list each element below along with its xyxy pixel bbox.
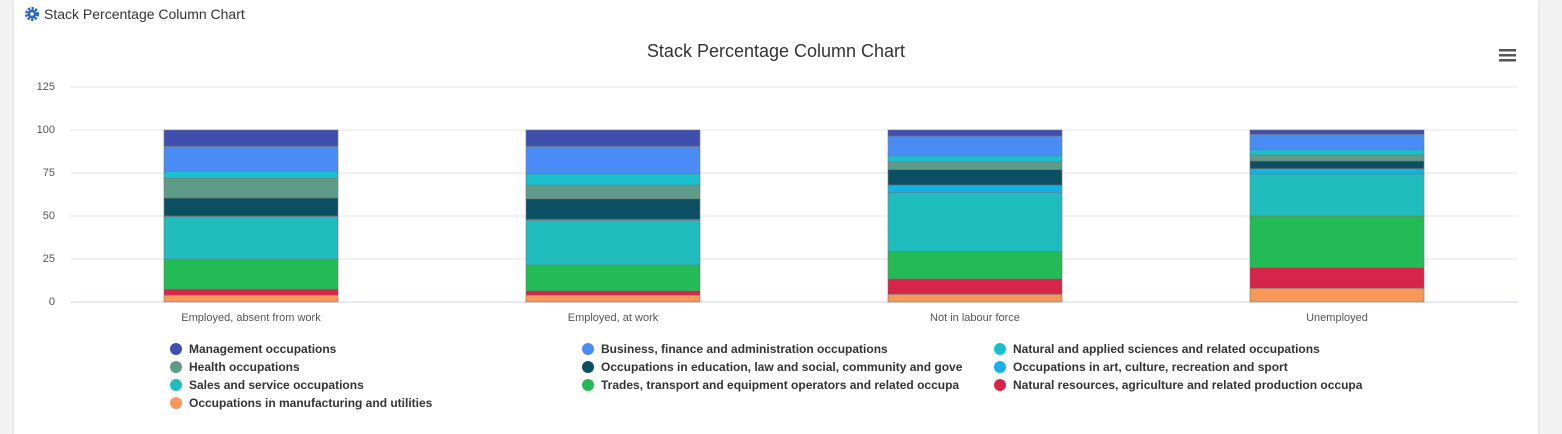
bar-segment	[163, 288, 339, 296]
legend-label[interactable]: Occupations in manufacturing and utiliti…	[189, 396, 433, 410]
x-tick-label: Unemployed	[1306, 312, 1368, 324]
legend-label[interactable]: Occupations in education, law and social…	[601, 360, 963, 374]
header: Stack Percentage Column Chart	[24, 6, 245, 22]
legend-label[interactable]: Sales and service occupations	[189, 378, 364, 392]
legend-marker	[170, 397, 182, 409]
legend-marker	[170, 361, 182, 373]
bar-segment	[525, 290, 701, 296]
bar-segment	[525, 264, 701, 292]
bar-segment	[887, 169, 1063, 186]
bar-segment	[887, 192, 1063, 252]
bar-segment	[525, 220, 701, 266]
bar-segment	[525, 146, 701, 175]
legend-marker	[170, 379, 182, 391]
y-tick-label: 50	[43, 210, 55, 222]
bar-segment	[163, 216, 339, 260]
x-tick-label: Employed, absent from work	[181, 312, 321, 324]
gear-icon	[25, 7, 39, 21]
bar-segment	[525, 184, 701, 200]
legend-label[interactable]: Trades, transport and equipment operator…	[601, 378, 959, 392]
bar-segment	[1249, 215, 1425, 268]
bar-segment	[1249, 134, 1425, 151]
bar-segment	[1249, 287, 1425, 303]
bar-segment	[525, 198, 701, 220]
bar-segment	[887, 129, 1063, 137]
bar-segment	[1249, 267, 1425, 289]
legend-label[interactable]: Occupations in art, culture, recreation …	[1013, 360, 1288, 374]
bar-segment	[163, 129, 339, 147]
legend-label[interactable]: Health occupations	[189, 360, 300, 374]
y-tick-label: 75	[43, 167, 55, 179]
bar-segment	[887, 293, 1063, 303]
legend-marker	[994, 379, 1006, 391]
bar-segment	[887, 155, 1063, 163]
chart-title: Stack Percentage Column Chart	[647, 41, 905, 61]
bar-segment	[163, 197, 339, 217]
bar-segment	[1249, 154, 1425, 162]
bar-segment	[887, 161, 1063, 170]
bar-segment	[887, 250, 1063, 280]
bar-segment	[525, 294, 701, 303]
menu-button[interactable]	[1499, 49, 1516, 62]
legend-marker	[582, 361, 594, 373]
bar-segment	[163, 177, 339, 199]
y-tick-label: 100	[37, 124, 55, 136]
legend-label[interactable]: Business, finance and administration occ…	[601, 342, 888, 356]
y-tick-label: 0	[49, 296, 55, 308]
bar-segment	[1249, 173, 1425, 217]
y-tick-label: 25	[43, 253, 55, 265]
y-tick-label: 125	[37, 81, 55, 93]
bar-segment	[525, 173, 701, 186]
legend-label[interactable]: Natural resources, agriculture and relat…	[1013, 378, 1363, 392]
legend-label[interactable]: Management occupations	[189, 342, 337, 356]
bar-segment	[163, 170, 339, 179]
legend-marker	[994, 343, 1006, 355]
bar-segment	[163, 258, 339, 290]
legend-marker	[582, 343, 594, 355]
bar-segment	[1249, 168, 1425, 175]
bar-segment	[525, 129, 701, 147]
x-tick-label: Employed, at work	[568, 312, 659, 324]
bar-segment	[1249, 149, 1425, 156]
legend-marker	[170, 343, 182, 355]
legend-marker	[582, 379, 594, 391]
x-tick-label: Not in labour force	[930, 312, 1020, 324]
header-title: Stack Percentage Column Chart	[44, 6, 245, 22]
bar-segment	[887, 184, 1063, 194]
bar-segment	[1249, 129, 1425, 135]
legend-marker	[994, 361, 1006, 373]
bar-segment	[163, 146, 339, 172]
bar-segment	[887, 135, 1063, 157]
bar-segment	[1249, 160, 1425, 170]
bar-segment	[887, 278, 1063, 295]
legend-label[interactable]: Natural and applied sciences and related…	[1013, 342, 1320, 356]
bar-segment	[163, 294, 339, 303]
